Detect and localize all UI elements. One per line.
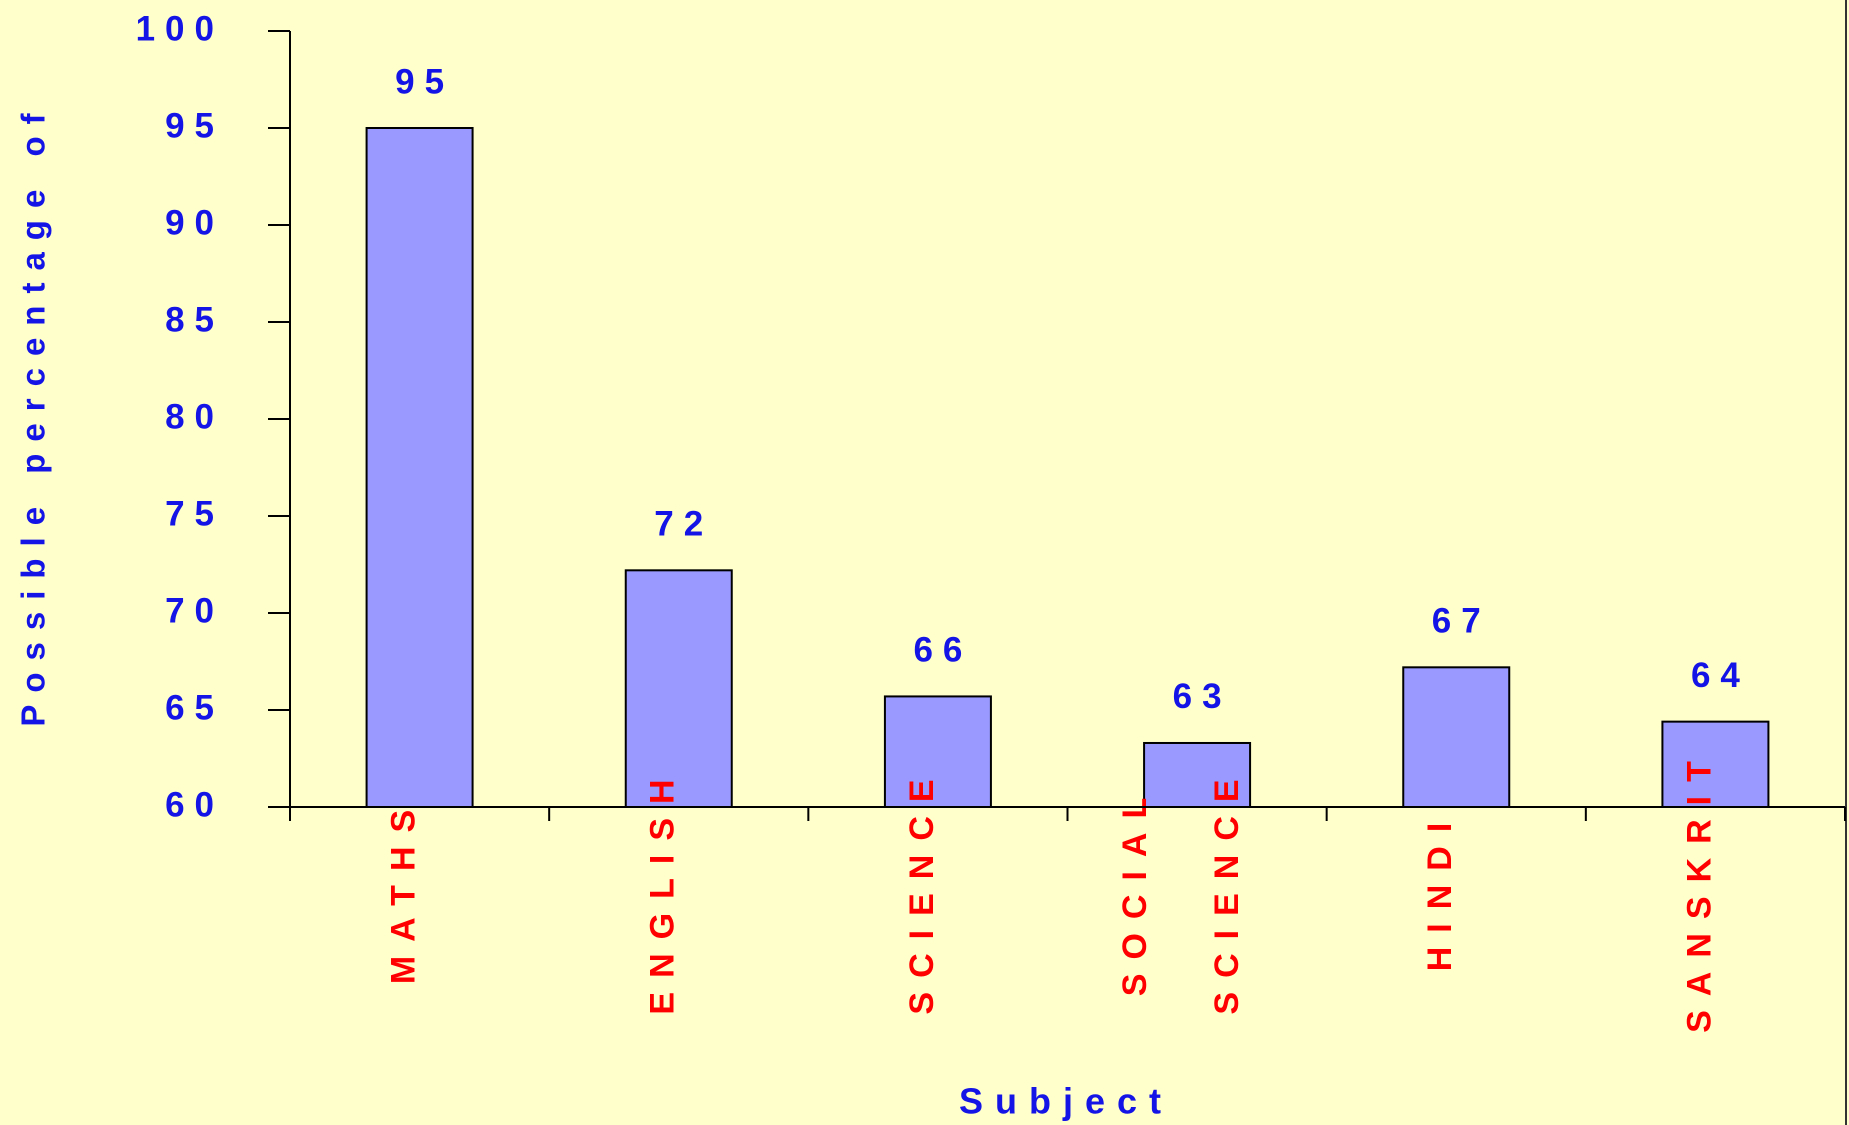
x-tick-label: MATHS [385,796,423,984]
value-label: 67 [1432,602,1491,641]
y-tick-label: 100 [136,9,224,48]
x-tick-label: HINDI [1421,809,1459,972]
value-label: 64 [1691,656,1750,695]
y-axis-title: Possible percentage of [15,101,52,726]
x-tick-label: SCIENCE [903,765,941,1014]
x-tick-label: SANSKRIT [1680,747,1718,1033]
value-label: 63 [1173,677,1232,716]
y-tick-label: 65 [165,688,224,727]
value-label: 66 [913,631,972,670]
value-label: 72 [654,505,713,544]
bar [365,127,474,808]
y-tick-label: 60 [165,785,224,824]
y-tick-label: 75 [165,494,224,533]
y-tick-label: 70 [165,591,224,630]
value-label: 95 [395,62,454,101]
bar [624,569,733,808]
x-tick-label: ENGLISH [644,765,682,1014]
x-axis-title: Subject [959,1081,1173,1122]
bar [1143,741,1252,808]
y-tick-label: 85 [165,300,224,339]
y-tick-label: 80 [165,397,224,436]
y-tick-label: 90 [165,203,224,242]
y-tick-label: 95 [165,106,224,145]
x-tick-label: SOCIAL SCIENCE [1116,765,1246,1014]
bar [1661,720,1770,809]
bar [1402,666,1511,808]
